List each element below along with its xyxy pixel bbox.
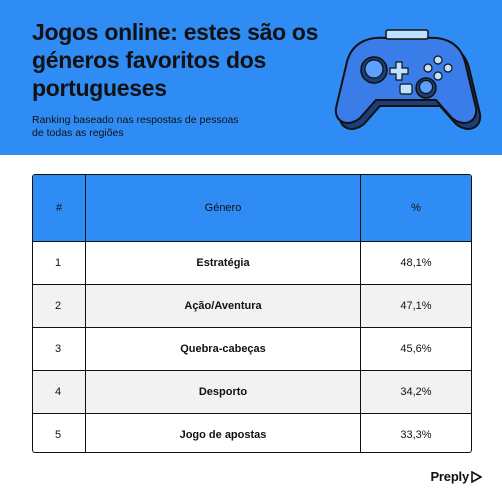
header-banner: Jogos online: estes são os géneros favor…: [0, 0, 502, 155]
row-rank: 1: [33, 241, 86, 285]
row-genre: Jogo de apostas: [85, 413, 361, 452]
row-rank: 4: [33, 370, 86, 414]
row-percent: 45,6%: [360, 327, 471, 371]
row-percent: 48,1%: [360, 241, 471, 285]
row-percent: 33,3%: [400, 429, 432, 441]
row-rank: 5: [55, 429, 62, 441]
table-row: 5 Jogo de apostas 33,3%: [33, 413, 471, 452]
row-genre: Quebra-cabeças: [85, 327, 361, 371]
row-percent: 47,1%: [360, 284, 471, 328]
table-header-row: # Género %: [33, 175, 471, 242]
table-row: 2 Ação/Aventura 47,1%: [33, 284, 471, 328]
column-header-rank: #: [33, 175, 86, 242]
row-percent: 34,2%: [360, 370, 471, 414]
page-title: Jogos online: estes são os géneros favor…: [32, 19, 319, 101]
preply-logo: Preply: [430, 469, 482, 484]
game-controller-icon: [334, 29, 482, 130]
table-row: 4 Desporto 34,2%: [33, 370, 471, 414]
table-row: 3 Quebra-cabeças 45,6%: [33, 327, 471, 371]
row-genre: Ação/Aventura: [85, 284, 361, 328]
genre-ranking-table: # Género % 1 Estratégia 48,1% 2 Ação/Ave…: [32, 174, 472, 453]
table-row: 1 Estratégia 48,1%: [33, 241, 471, 285]
preply-mark-icon: [471, 470, 482, 483]
column-header-genre: Género: [85, 175, 361, 242]
logo-text: Preply: [430, 469, 469, 484]
row-genre: Estratégia: [85, 241, 361, 285]
row-rank: 2: [33, 284, 86, 328]
row-rank: 3: [33, 327, 86, 371]
page-subtitle: Ranking baseado nas respostas de pessoas…: [32, 114, 239, 139]
row-genre: Desporto: [85, 370, 361, 414]
column-header-percent: %: [360, 175, 471, 242]
